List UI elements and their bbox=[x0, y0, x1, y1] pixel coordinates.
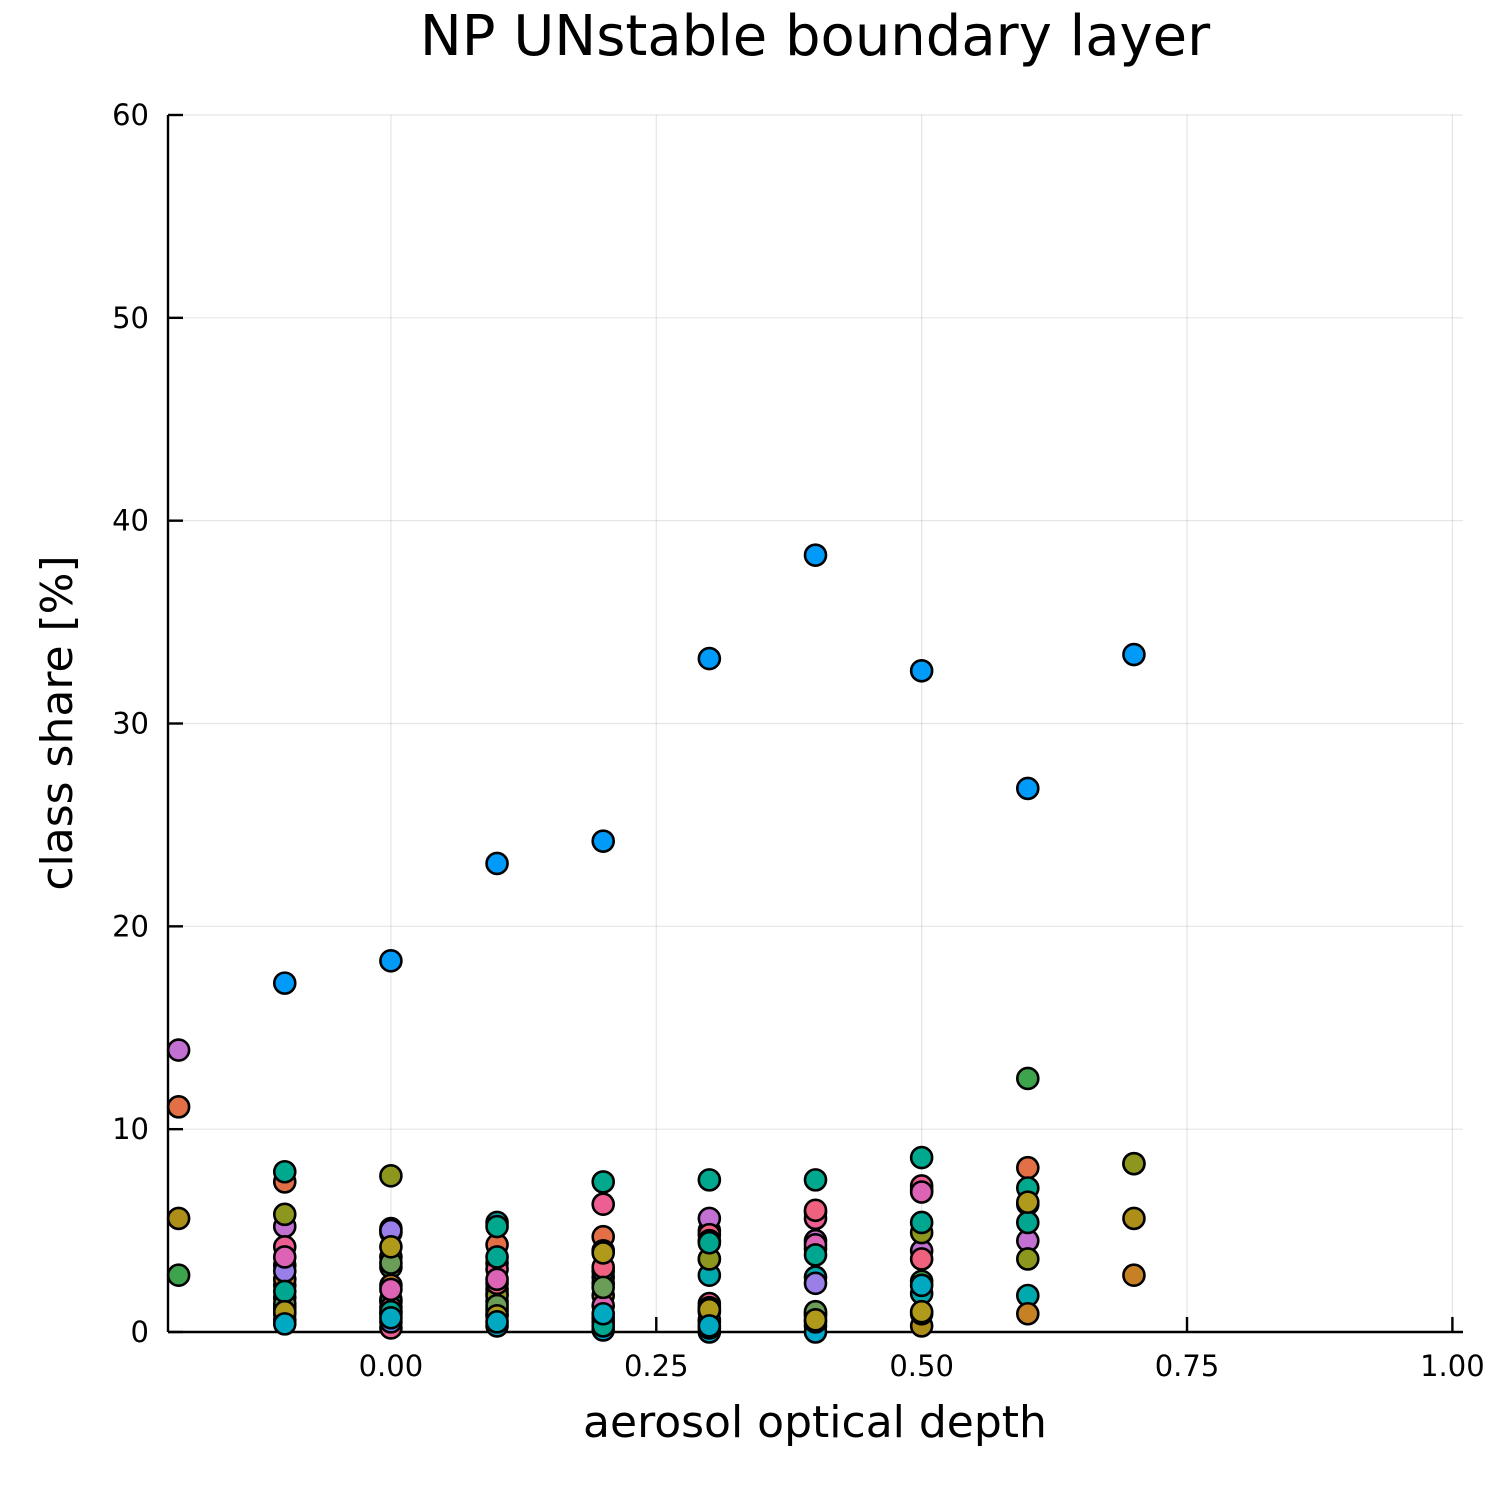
y-tick-label-5: 50 bbox=[112, 301, 149, 335]
data-point bbox=[909, 1180, 934, 1204]
data-point bbox=[272, 1202, 297, 1227]
x-axis-title: aerosol optical depth bbox=[583, 1397, 1047, 1448]
series-14 bbox=[272, 1180, 934, 1318]
data-point bbox=[1015, 1301, 1040, 1326]
series-0 bbox=[272, 543, 1146, 995]
data-point bbox=[803, 1168, 828, 1192]
x-tick-label-3: 0.75 bbox=[1155, 1349, 1220, 1383]
data-point bbox=[485, 1267, 509, 1292]
series-10 bbox=[272, 1301, 828, 1344]
data-point bbox=[485, 1245, 509, 1269]
data-point bbox=[166, 1038, 191, 1062]
data-point bbox=[166, 1206, 191, 1231]
data-point bbox=[379, 1306, 403, 1330]
series-15 bbox=[272, 1251, 828, 1324]
data-point bbox=[485, 851, 509, 876]
x-tick-label-0: 0.00 bbox=[359, 1349, 424, 1383]
data-point bbox=[1015, 776, 1040, 801]
data-point bbox=[909, 1273, 934, 1298]
data-point bbox=[591, 1192, 616, 1217]
data-point bbox=[272, 971, 297, 995]
data-point bbox=[1015, 1247, 1040, 1271]
data-point bbox=[909, 1145, 934, 1170]
data-point bbox=[591, 1301, 616, 1326]
data-point bbox=[166, 1095, 191, 1119]
series-11 bbox=[272, 1218, 828, 1332]
data-point bbox=[909, 658, 934, 683]
tick-labels: 0.00 0.25 0.50 0.75 1.00 0 10 20 30 40 50 60 bbox=[112, 98, 1485, 1383]
data-point bbox=[803, 1198, 828, 1223]
data-point bbox=[1122, 1151, 1146, 1176]
data-point bbox=[803, 1308, 828, 1332]
series-18 bbox=[272, 1273, 934, 1338]
data-point bbox=[591, 1275, 616, 1300]
y-tick-label-2: 20 bbox=[112, 909, 149, 943]
data-point bbox=[1015, 1066, 1040, 1091]
data-point bbox=[379, 949, 403, 973]
data-point bbox=[166, 1263, 191, 1288]
data-point bbox=[272, 1245, 297, 1269]
chart-title: NP UNstable boundary layer bbox=[420, 4, 1211, 69]
x-tick-label-2: 0.50 bbox=[889, 1349, 954, 1383]
data-point bbox=[803, 543, 828, 567]
data-point bbox=[272, 1312, 297, 1336]
y-tick-label-4: 40 bbox=[112, 504, 149, 538]
data-point bbox=[272, 1159, 297, 1184]
y-axis-title: class share [%] bbox=[32, 555, 83, 890]
grid bbox=[168, 114, 1463, 1333]
data-point bbox=[697, 646, 722, 671]
data-point bbox=[591, 829, 616, 853]
data-point bbox=[1015, 1190, 1040, 1214]
data-points bbox=[166, 543, 1146, 1344]
data-point bbox=[909, 1299, 934, 1324]
data-point bbox=[697, 1314, 722, 1338]
data-point bbox=[1015, 1155, 1040, 1180]
data-point bbox=[1122, 1263, 1146, 1288]
data-point bbox=[485, 1214, 509, 1239]
data-point bbox=[379, 1164, 403, 1188]
data-point bbox=[697, 1168, 722, 1192]
data-point bbox=[803, 1271, 828, 1296]
x-tick-label-1: 0.25 bbox=[624, 1349, 689, 1383]
data-point bbox=[1122, 642, 1146, 667]
data-point bbox=[379, 1277, 403, 1302]
series-12 bbox=[272, 1285, 828, 1340]
y-tick-label-3: 30 bbox=[112, 707, 149, 741]
data-point bbox=[591, 1170, 616, 1194]
y-tick-label-6: 60 bbox=[112, 98, 149, 132]
data-point bbox=[379, 1235, 403, 1259]
data-point bbox=[1015, 1210, 1040, 1235]
data-point bbox=[272, 1279, 297, 1304]
x-tick-label-4: 1.00 bbox=[1420, 1349, 1485, 1383]
data-point bbox=[485, 1310, 509, 1334]
y-tick-label-1: 10 bbox=[112, 1112, 149, 1146]
y-tick-label-0: 0 bbox=[131, 1315, 149, 1349]
data-point bbox=[909, 1247, 934, 1271]
data-point bbox=[1122, 1206, 1146, 1231]
data-point bbox=[909, 1210, 934, 1235]
data-point bbox=[803, 1243, 828, 1267]
data-point bbox=[697, 1230, 722, 1255]
data-point bbox=[591, 1241, 616, 1265]
